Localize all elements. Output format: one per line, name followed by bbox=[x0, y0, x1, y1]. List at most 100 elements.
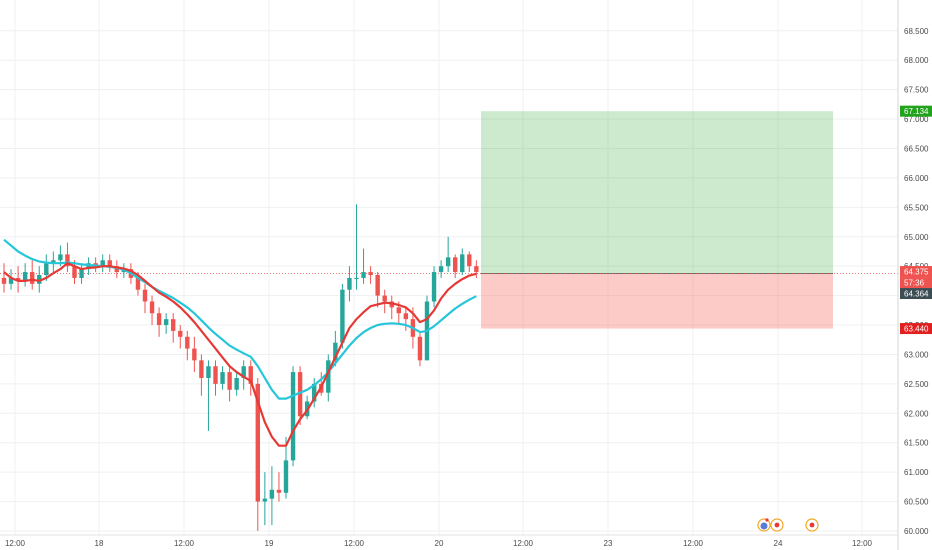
candle-body bbox=[361, 272, 366, 278]
candle bbox=[114, 260, 119, 278]
candle-body bbox=[241, 366, 246, 378]
price-axis[interactable]: 60.000 60.500 61.000 61.500 62.000 62.500 63.0… bbox=[897, 0, 929, 550]
candle-body bbox=[262, 498, 268, 502]
price-tick-label: 66.000 bbox=[904, 174, 929, 183]
entry-price-tag: 64.375 bbox=[900, 266, 932, 278]
candle-body bbox=[276, 489, 282, 493]
candle-body bbox=[149, 301, 155, 314]
candle-body bbox=[15, 277, 21, 281]
candle-body bbox=[171, 319, 176, 331]
candle bbox=[44, 254, 49, 281]
candle bbox=[248, 360, 253, 396]
target-price-tag-text: 67.134 bbox=[904, 107, 929, 116]
price-tick-label: 65.000 bbox=[904, 233, 929, 242]
candle-body bbox=[1, 277, 7, 284]
time-tick-label: 18 bbox=[95, 539, 104, 548]
candle bbox=[361, 248, 366, 284]
candle-body bbox=[58, 254, 63, 261]
entry-price-tag-text: 64.375 bbox=[904, 268, 929, 277]
candle-body bbox=[326, 360, 331, 393]
price-tick-label: 67.500 bbox=[904, 86, 929, 95]
price-tick-label: 68.500 bbox=[904, 27, 929, 36]
candle bbox=[389, 295, 394, 320]
candle bbox=[403, 307, 409, 331]
candle-body bbox=[234, 377, 239, 390]
candle-body bbox=[206, 366, 211, 378]
candle bbox=[185, 330, 190, 361]
stop-price-tag-bg bbox=[900, 323, 932, 335]
countdown-tag-bg bbox=[900, 277, 932, 289]
candle bbox=[206, 360, 211, 431]
candle-body bbox=[192, 348, 197, 361]
candle bbox=[312, 377, 317, 408]
candle bbox=[163, 313, 169, 334]
candle-body bbox=[474, 266, 479, 273]
candle bbox=[290, 366, 296, 467]
candle bbox=[227, 366, 232, 402]
time-tick-label: 12:00 bbox=[852, 539, 873, 548]
candle bbox=[347, 266, 352, 302]
moving-averages bbox=[3, 238, 477, 447]
stop-loss-zone[interactable] bbox=[481, 273, 833, 329]
candle bbox=[340, 283, 345, 349]
price-tick-label: 65.500 bbox=[904, 203, 929, 212]
economic-event-icon[interactable] bbox=[805, 518, 819, 532]
candle bbox=[445, 236, 451, 273]
candle-body bbox=[333, 342, 338, 361]
candle bbox=[269, 466, 275, 526]
candle bbox=[453, 254, 458, 278]
candle bbox=[431, 266, 437, 308]
candle-body bbox=[382, 295, 387, 302]
candle-body bbox=[248, 366, 253, 384]
price-tick-label: 61.500 bbox=[904, 439, 929, 448]
event-markers[interactable] bbox=[757, 518, 819, 532]
time-axis[interactable]: 12:00 18 12:00 19 12:00 20 12:00 23 12:00 24 12:00 bbox=[0, 534, 898, 548]
candle bbox=[382, 289, 387, 314]
candle-body bbox=[185, 336, 190, 349]
candle bbox=[199, 354, 204, 396]
candle bbox=[424, 295, 430, 361]
candle-body bbox=[269, 489, 275, 499]
candle-body bbox=[460, 254, 465, 273]
candle-body bbox=[467, 254, 472, 267]
candle bbox=[220, 366, 225, 390]
candle bbox=[333, 330, 338, 367]
price-tick-label: 61.000 bbox=[904, 468, 929, 477]
candle bbox=[474, 260, 479, 278]
candle bbox=[417, 330, 423, 367]
candle bbox=[100, 254, 105, 273]
candle bbox=[51, 251, 56, 273]
candle bbox=[65, 242, 70, 273]
time-tick-label: 12:00 bbox=[683, 539, 704, 548]
candle-body bbox=[220, 372, 225, 384]
candle-body bbox=[163, 319, 169, 326]
current-price-tag-text: 64.364 bbox=[904, 290, 929, 299]
candle bbox=[213, 360, 218, 396]
candle bbox=[276, 472, 282, 502]
candles bbox=[1, 204, 479, 531]
countdown-tag: 57:36 bbox=[900, 277, 932, 289]
candle bbox=[460, 248, 465, 276]
price-tick-label: 62.000 bbox=[904, 409, 929, 418]
news-event-icon[interactable] bbox=[757, 518, 771, 532]
candle-body bbox=[340, 289, 345, 343]
ema-slow-line bbox=[3, 238, 477, 400]
candle-body bbox=[368, 272, 373, 276]
candle-body bbox=[417, 336, 423, 361]
candle bbox=[375, 272, 380, 308]
position-zones[interactable] bbox=[0, 111, 898, 329]
candle-body bbox=[107, 260, 112, 267]
profit-target-zone[interactable] bbox=[481, 111, 833, 274]
economic-event-icon[interactable] bbox=[770, 518, 784, 532]
candle-body bbox=[44, 263, 49, 276]
candle-body bbox=[51, 260, 56, 264]
time-tick-label: 12:00 bbox=[513, 539, 534, 548]
candle-body bbox=[156, 313, 162, 326]
time-tick-label: 19 bbox=[265, 539, 274, 548]
candle bbox=[86, 257, 91, 276]
entry-price-tag-bg bbox=[900, 266, 932, 278]
price-tick-label: 66.500 bbox=[904, 144, 929, 153]
candle-body bbox=[65, 254, 70, 267]
